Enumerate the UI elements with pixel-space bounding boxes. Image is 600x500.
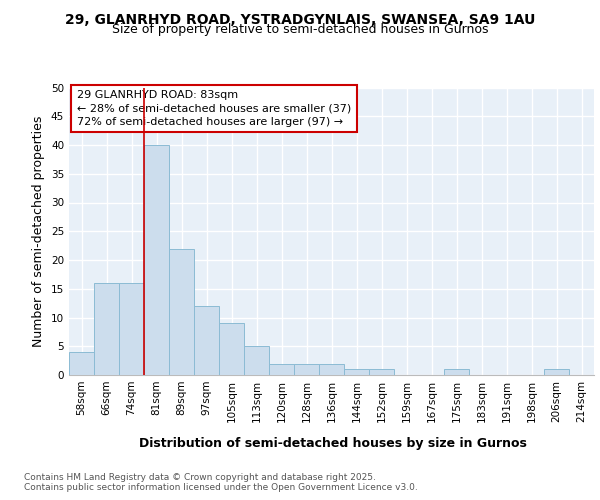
Bar [544, 369, 569, 375]
Y-axis label: Number of semi-detached properties: Number of semi-detached properties [32, 116, 46, 347]
Bar [169, 248, 194, 375]
Bar [319, 364, 344, 375]
Bar [294, 364, 319, 375]
Bar [269, 364, 294, 375]
Bar [144, 145, 169, 375]
Text: Size of property relative to semi-detached houses in Gurnos: Size of property relative to semi-detach… [112, 22, 488, 36]
Bar [94, 283, 119, 375]
Text: 29 GLANRHYD ROAD: 83sqm
← 28% of semi-detached houses are smaller (37)
72% of se: 29 GLANRHYD ROAD: 83sqm ← 28% of semi-de… [77, 90, 351, 127]
Bar [69, 352, 94, 375]
Text: Contains public sector information licensed under the Open Government Licence v3: Contains public sector information licen… [24, 482, 418, 492]
Bar [244, 346, 269, 375]
Bar [194, 306, 219, 375]
Text: Distribution of semi-detached houses by size in Gurnos: Distribution of semi-detached houses by … [139, 438, 527, 450]
Bar [219, 324, 244, 375]
Bar [444, 369, 469, 375]
Text: Contains HM Land Registry data © Crown copyright and database right 2025.: Contains HM Land Registry data © Crown c… [24, 472, 376, 482]
Bar [369, 369, 394, 375]
Text: 29, GLANRHYD ROAD, YSTRADGYNLAIS, SWANSEA, SA9 1AU: 29, GLANRHYD ROAD, YSTRADGYNLAIS, SWANSE… [65, 12, 535, 26]
Bar [119, 283, 144, 375]
Bar [344, 369, 369, 375]
